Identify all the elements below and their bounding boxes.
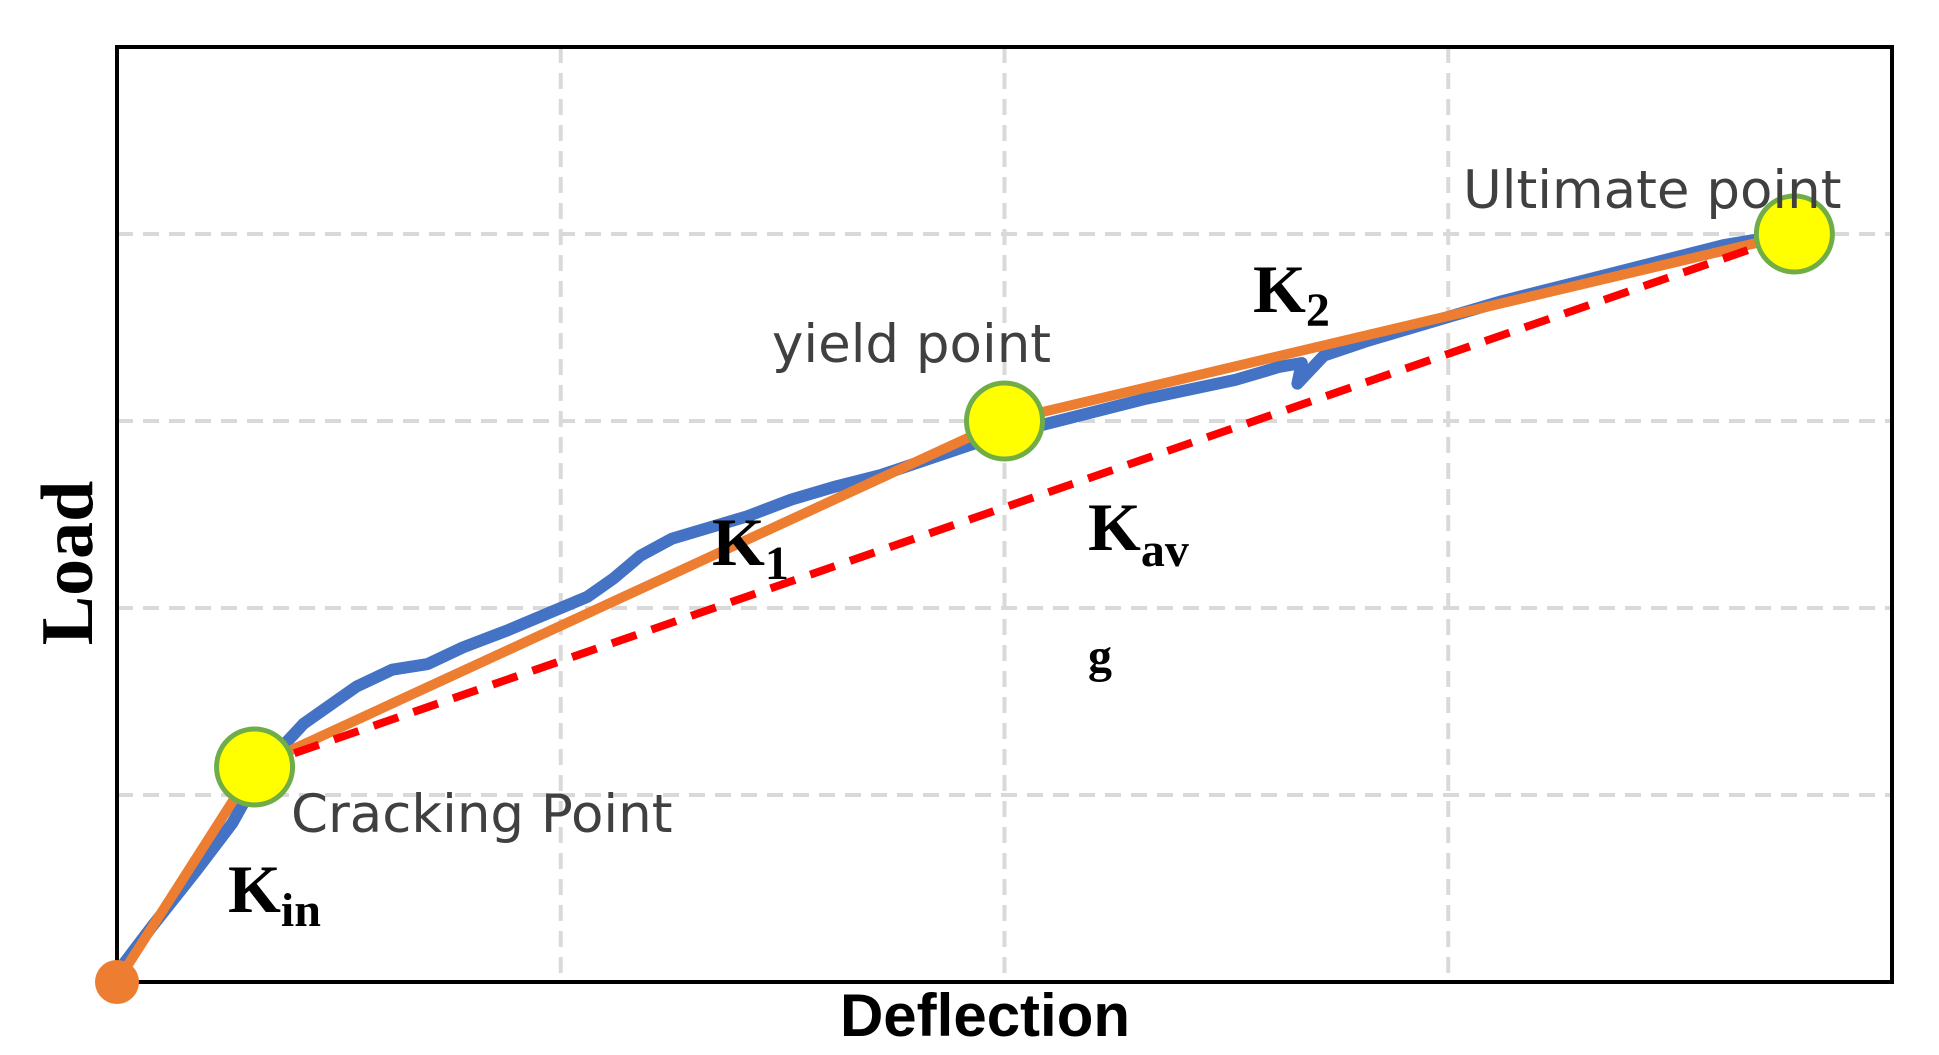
secant-series-line xyxy=(253,230,1796,771)
stiffness-label-kavg: Kav xyxy=(1088,489,1189,577)
stiffness-label-kin: Kin xyxy=(228,851,321,937)
x-axis-title: Deflection xyxy=(840,982,1130,1049)
k2-base: K xyxy=(1253,251,1306,327)
plot-frame xyxy=(115,45,1894,984)
kin-base: K xyxy=(228,851,281,927)
series-group xyxy=(111,228,1801,987)
origin-marker xyxy=(95,960,139,1004)
stiffness-label-kavg-tail: g xyxy=(1088,630,1112,683)
y-axis-title: Load xyxy=(27,481,109,646)
kin-sub: in xyxy=(281,884,321,937)
k2-sub: 2 xyxy=(1306,284,1330,337)
stiffness-label-k1: K1 xyxy=(712,504,789,590)
key-points-group xyxy=(95,193,1835,1004)
stiffness-label-k2: K2 xyxy=(1253,251,1330,337)
k1-base: K xyxy=(712,504,765,580)
yield-point-label: yield point xyxy=(772,314,1051,375)
kavg-sub: av xyxy=(1141,524,1189,577)
cracking-point-marker xyxy=(214,726,296,808)
ultimate-point-marker xyxy=(1753,193,1835,275)
kavg-base: K xyxy=(1088,489,1141,565)
k1-sub: 1 xyxy=(765,537,789,590)
yield-point-marker xyxy=(964,380,1045,462)
idealized-series-line xyxy=(112,229,1800,987)
cracking-point-label: Cracking Point xyxy=(291,784,673,845)
ultimate-point-label: Ultimate point xyxy=(1463,160,1842,221)
